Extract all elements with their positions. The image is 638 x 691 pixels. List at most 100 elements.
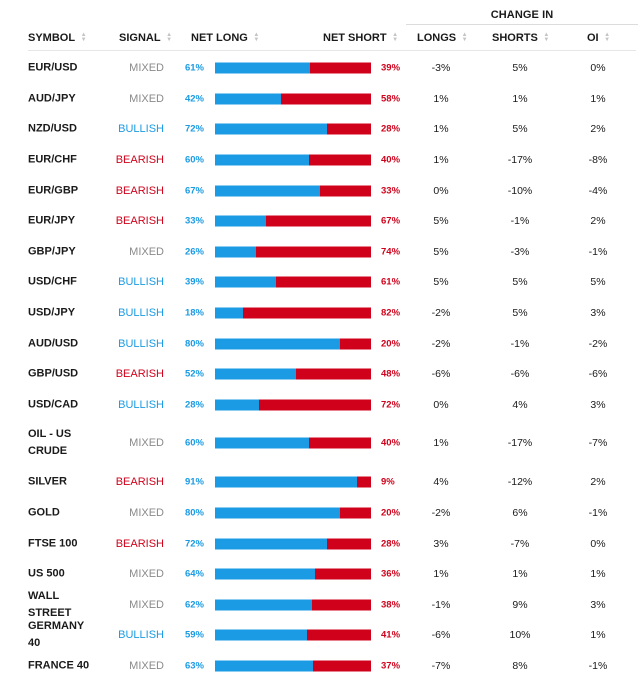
net-long-percent: 39% (184, 276, 204, 288)
change-oi: 3% (590, 307, 606, 319)
symbol-link[interactable]: AUD/JPY (28, 92, 76, 105)
table-row[interactable]: SILVER BEARISH 91% 9% 4% -12% 2% (0, 467, 638, 497)
change-longs: -7% (431, 660, 451, 672)
table-row[interactable]: EUR/CHF BEARISH 60% 40% 1% -17% -8% (0, 145, 638, 175)
change-shorts: -17% (507, 437, 533, 449)
net-long-bar (215, 437, 309, 449)
symbol-link[interactable]: OIL - US CRUDE (28, 428, 72, 457)
symbol-link[interactable]: AUD/USD (28, 337, 79, 350)
symbol-link[interactable]: GBP/USD (28, 367, 79, 380)
sort-icon[interactable]: ▲ ▼ (604, 32, 611, 43)
symbol-link[interactable]: EUR/CHF (28, 153, 77, 166)
table-row[interactable]: GBP/JPY MIXED 26% 74% 5% -3% -1% (0, 237, 638, 267)
column-header-symbol[interactable]: SYMBOL ▲ ▼ (28, 30, 87, 46)
symbol-link[interactable]: GOLD (28, 506, 60, 519)
column-header-signal[interactable]: SIGNAL ▲ ▼ (119, 30, 173, 46)
symbol-link[interactable]: NZD/USD (28, 122, 77, 135)
net-short-bar (314, 568, 371, 580)
symbol-link[interactable]: SILVER (28, 475, 67, 488)
change-longs: 3% (433, 538, 449, 550)
sentiment-bar (215, 154, 371, 166)
column-header-oi[interactable]: OI ▲ ▼ (587, 30, 611, 46)
table-row[interactable]: FRANCE 40 MIXED 63% 37% -7% 8% -1% (0, 651, 638, 681)
sentiment-bar (215, 368, 371, 380)
table-row[interactable]: EUR/GBP BEARISH 67% 33% 0% -10% -4% (0, 176, 638, 206)
sort-icon[interactable]: ▲ ▼ (253, 32, 260, 43)
symbol-link[interactable]: GERMANY 40 (28, 620, 85, 649)
symbol-link[interactable]: USD/CAD (28, 398, 79, 411)
change-shorts: -1% (510, 338, 530, 350)
change-longs: -3% (431, 62, 451, 74)
column-header-shorts[interactable]: SHORTS ▲ ▼ (492, 30, 550, 46)
table-row[interactable]: USD/CHF BULLISH 39% 61% 5% 5% 5% (0, 267, 638, 297)
net-long-bar (215, 538, 328, 550)
net-short-bar (258, 399, 371, 411)
table-row[interactable]: USD/JPY BULLISH 18% 82% -2% 5% 3% (0, 298, 638, 328)
change-oi: -1% (588, 507, 608, 519)
symbol-link[interactable]: EUR/GBP (28, 184, 79, 197)
symbol-link[interactable]: FRANCE 40 (28, 659, 90, 672)
net-short-bar (339, 507, 371, 519)
symbol-link[interactable]: GBP/JPY (28, 245, 76, 258)
net-long-bar (215, 660, 314, 672)
net-long-bar (215, 629, 308, 641)
change-longs: 5% (433, 215, 449, 227)
sort-icon[interactable]: ▲ ▼ (461, 32, 468, 43)
change-shorts: 1% (512, 93, 528, 105)
change-shorts: 8% (512, 660, 528, 672)
table-row[interactable]: AUD/JPY MIXED 42% 58% 1% 1% 1% (0, 84, 638, 114)
net-long-percent: 42% (184, 93, 204, 105)
sort-icon[interactable]: ▲ ▼ (80, 32, 87, 43)
symbol-link[interactable]: WALL STREET (28, 590, 72, 619)
column-header-shorts-label: SHORTS (492, 32, 538, 44)
table-row[interactable]: AUD/USD BULLISH 80% 20% -2% -1% -2% (0, 329, 638, 359)
column-header-longs[interactable]: LONGS ▲ ▼ (417, 30, 468, 46)
column-header-net-short[interactable]: NET SHORT ▲ ▼ (323, 30, 399, 46)
table-row[interactable]: US 500 MIXED 64% 36% 1% 1% 1% (0, 559, 638, 589)
table-row[interactable]: EUR/JPY BEARISH 33% 67% 5% -1% 2% (0, 206, 638, 236)
net-long-bar (215, 62, 311, 74)
table-row[interactable]: NZD/USD BULLISH 72% 28% 1% 5% 2% (0, 114, 638, 144)
table-row[interactable]: GOLD MIXED 80% 20% -2% 6% -1% (0, 498, 638, 528)
table-row[interactable]: OIL - US CRUDE MIXED 60% 40% 1% -17% -7% (0, 420, 638, 466)
signal-label: MIXED (129, 660, 164, 672)
symbol-link[interactable]: USD/JPY (28, 306, 76, 319)
sentiment-bar (215, 123, 371, 135)
change-longs: -1% (431, 599, 451, 611)
change-longs: -6% (431, 368, 451, 380)
table-row[interactable]: GERMANY 40 BULLISH 59% 41% -6% 10% 1% (0, 620, 638, 650)
sentiment-bar (215, 185, 371, 197)
header-divider (28, 50, 636, 51)
symbol-link[interactable]: USD/CHF (28, 275, 77, 288)
sort-icon[interactable]: ▲ ▼ (543, 32, 550, 43)
change-oi: -7% (588, 437, 608, 449)
sentiment-bar (215, 538, 371, 550)
symbol-link[interactable]: FTSE 100 (28, 537, 78, 550)
table-row[interactable]: FTSE 100 BEARISH 72% 28% 3% -7% 0% (0, 529, 638, 559)
sort-icon[interactable]: ▲ ▼ (166, 32, 173, 43)
change-longs: 1% (433, 123, 449, 135)
net-long-percent: 80% (184, 338, 204, 350)
net-short-percent: 9% (381, 476, 395, 488)
net-long-bar (215, 368, 297, 380)
sort-icon[interactable]: ▲ ▼ (392, 32, 399, 43)
net-long-bar (215, 507, 340, 519)
sentiment-bar (215, 437, 371, 449)
change-oi: -6% (588, 368, 608, 380)
table-row[interactable]: GBP/USD BEARISH 52% 48% -6% -6% -6% (0, 359, 638, 389)
table-row[interactable]: WALL STREET MIXED 62% 38% -1% 9% 3% (0, 590, 638, 620)
symbol-link[interactable]: US 500 (28, 567, 65, 580)
net-short-bar (280, 93, 371, 105)
change-longs: 1% (433, 437, 449, 449)
change-oi: 3% (590, 599, 606, 611)
symbol-link[interactable]: EUR/USD (28, 61, 78, 74)
symbol-link[interactable]: EUR/JPY (28, 214, 76, 227)
signal-label: BEARISH (115, 215, 164, 227)
table-row[interactable]: USD/CAD BULLISH 28% 72% 0% 4% 3% (0, 390, 638, 420)
table-row[interactable]: EUR/USD MIXED 61% 39% -3% 5% 0% (0, 53, 638, 83)
change-oi: -4% (588, 185, 608, 197)
net-short-percent: 39% (381, 62, 401, 74)
signal-label: BULLISH (118, 629, 164, 641)
column-header-net-long[interactable]: NET LONG ▲ ▼ (191, 30, 260, 46)
change-oi: -1% (588, 660, 608, 672)
